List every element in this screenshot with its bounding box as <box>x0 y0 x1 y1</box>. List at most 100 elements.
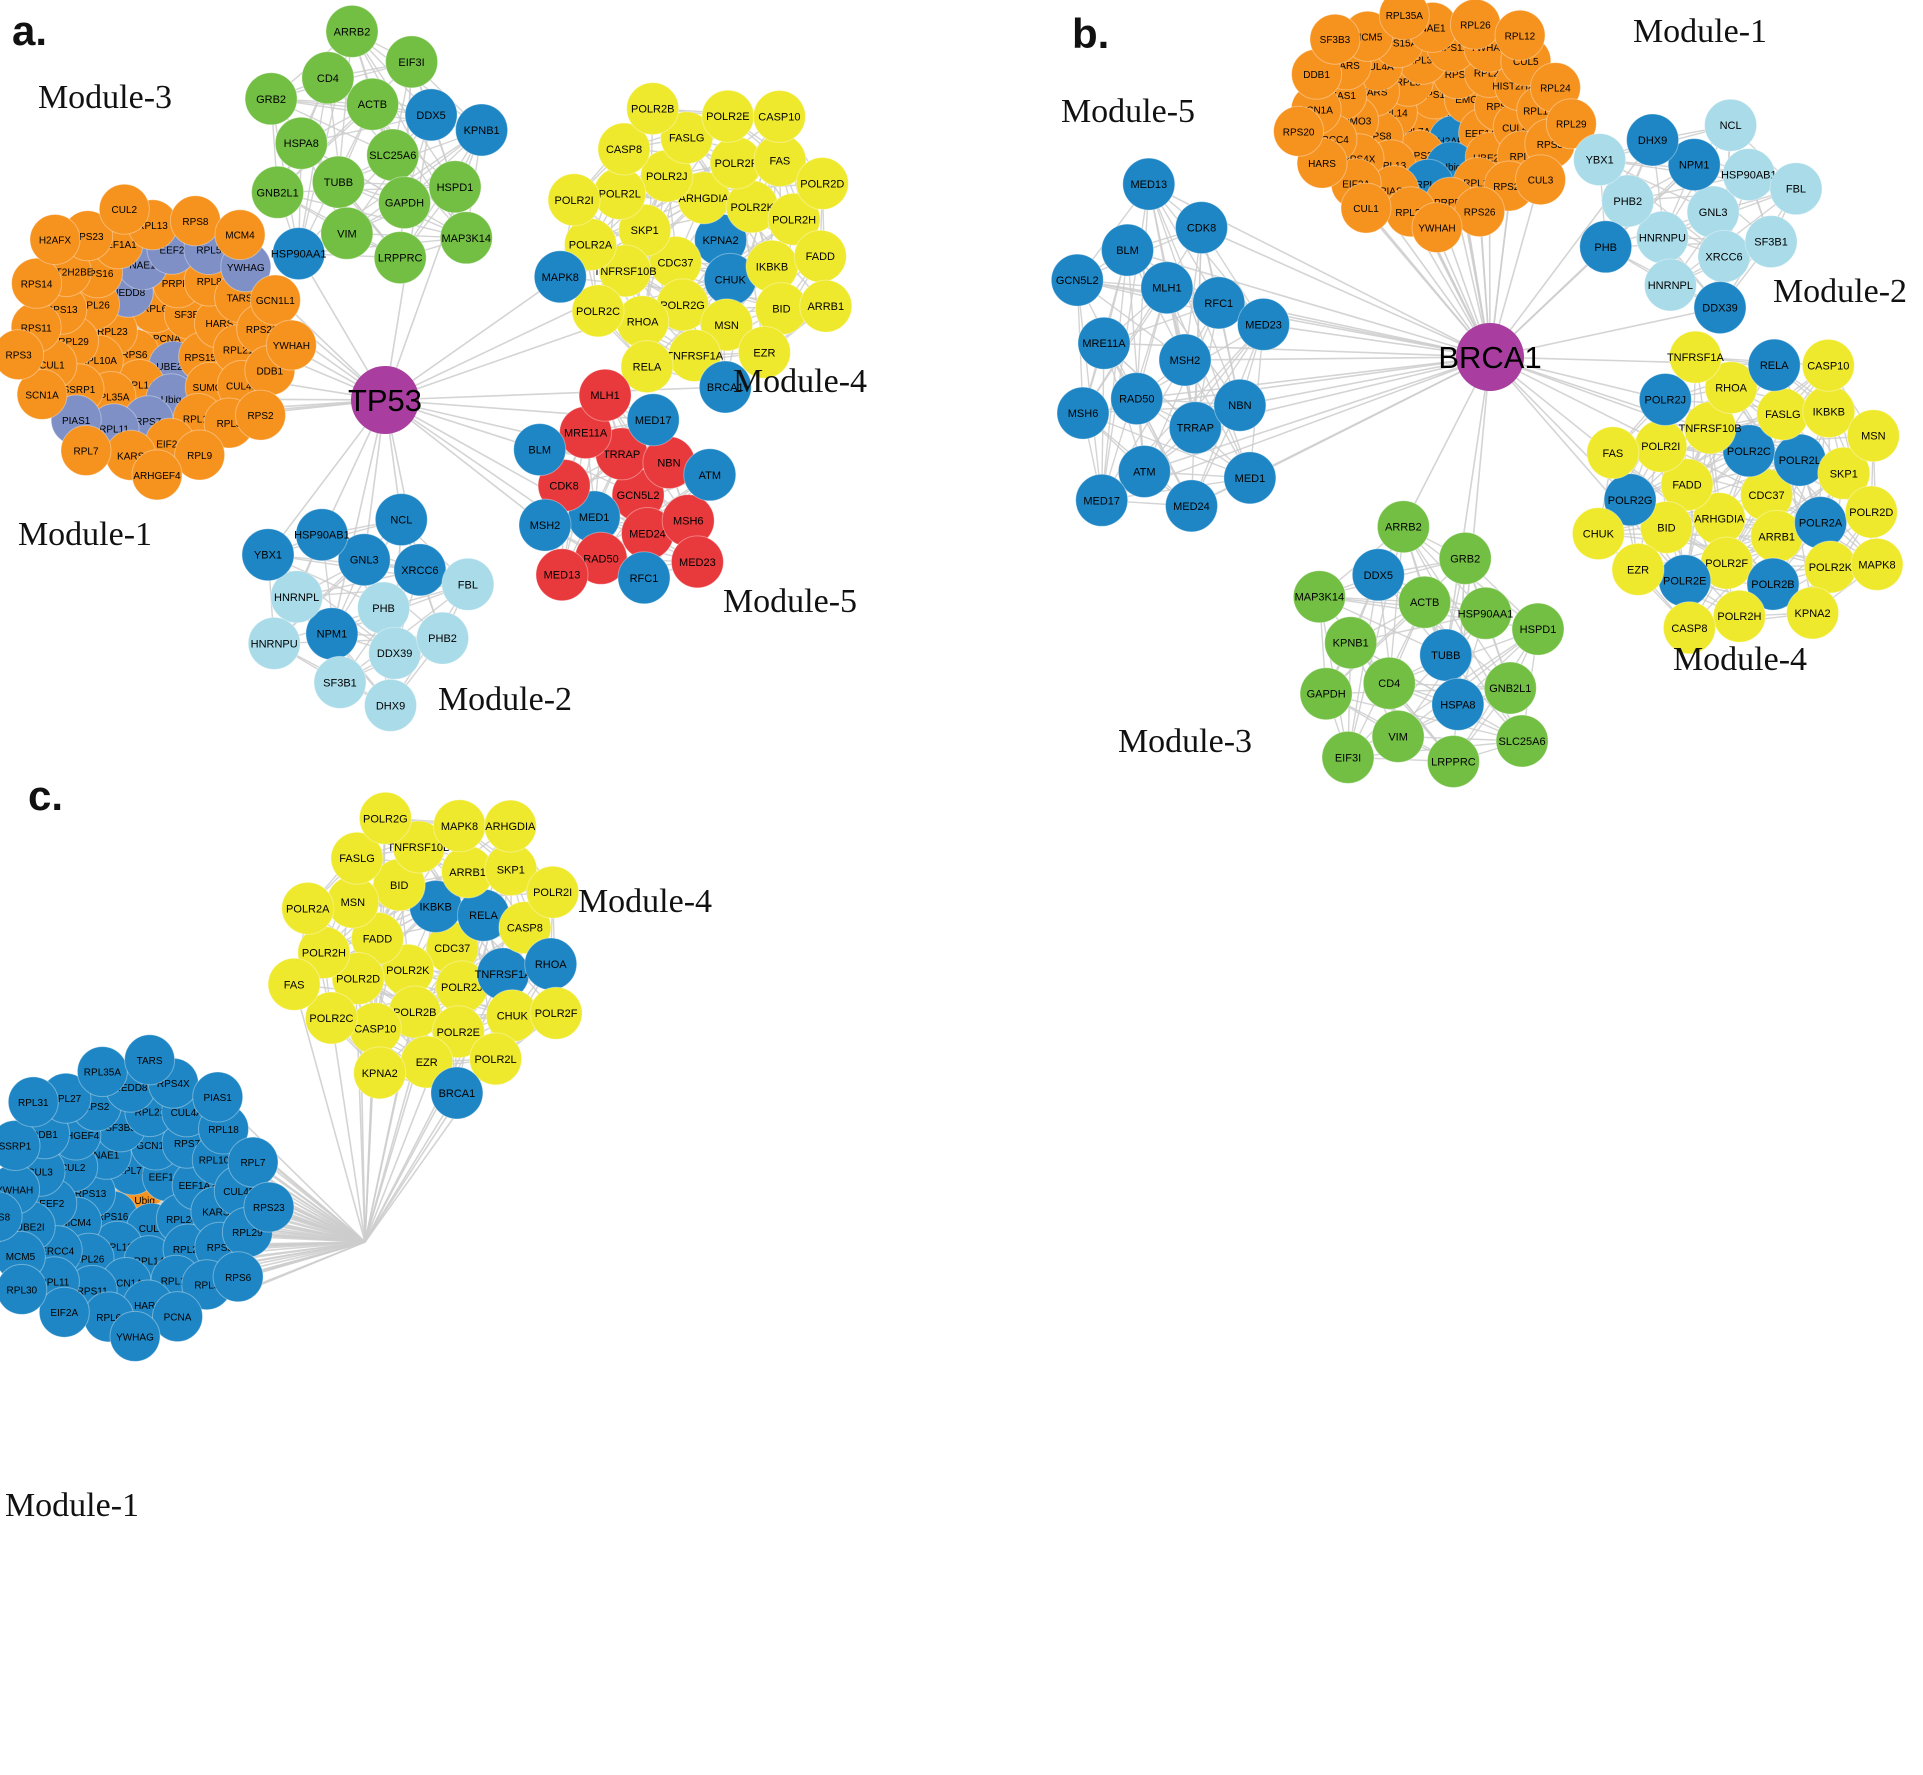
node-CUL2[interactable] <box>98 183 150 235</box>
node-CD4[interactable] <box>301 51 355 105</box>
node-POLR2I[interactable] <box>526 865 580 919</box>
node-VIM[interactable] <box>1371 709 1425 763</box>
node-RPS6[interactable] <box>212 1251 264 1303</box>
node-GNB2L1[interactable] <box>251 165 305 219</box>
node-VIM[interactable] <box>320 206 374 260</box>
node-POLR2L[interactable] <box>469 1032 523 1086</box>
node-LRPPRC[interactable] <box>1426 735 1480 788</box>
node-EZR[interactable] <box>1611 542 1665 596</box>
node-DDX5[interactable] <box>404 88 458 142</box>
node-RELA[interactable] <box>620 340 674 394</box>
node-HSP90AA1[interactable] <box>1459 586 1512 640</box>
node-MAPK8[interactable] <box>433 799 486 853</box>
node-POLR2L[interactable] <box>593 167 647 220</box>
node-RPL7[interactable] <box>227 1136 279 1188</box>
node-POLR2C[interactable] <box>571 284 625 338</box>
node-KPNB1[interactable] <box>1324 616 1378 670</box>
node-YWHAH[interactable] <box>1411 202 1463 253</box>
node-MED23[interactable] <box>670 535 724 589</box>
node-ARRB2[interactable] <box>1376 500 1430 554</box>
node-MAP3K14[interactable] <box>1292 570 1346 624</box>
node-EIF3I[interactable] <box>1321 730 1375 784</box>
node-SLC25A6[interactable] <box>1495 714 1549 768</box>
node-POLR2D[interactable] <box>1844 485 1898 539</box>
node-XRCC6[interactable] <box>393 543 447 597</box>
node-PIAS1[interactable] <box>192 1071 244 1123</box>
node-POLR2A[interactable] <box>281 881 335 935</box>
node-KPNA2[interactable] <box>353 1046 407 1100</box>
node-PHB2[interactable] <box>416 611 470 665</box>
node-BLM[interactable] <box>1101 223 1154 277</box>
node-ACTB[interactable] <box>346 77 399 131</box>
node-SF3B3[interactable] <box>1309 13 1361 65</box>
node-MED13[interactable] <box>535 548 589 602</box>
node-GRB2[interactable] <box>244 72 298 126</box>
node-MED1[interactable] <box>1223 451 1277 505</box>
node-NBN[interactable] <box>1213 378 1267 432</box>
node-FAS[interactable] <box>1586 426 1640 480</box>
node-RPL29[interactable] <box>1545 98 1597 150</box>
node-YWHAH[interactable] <box>265 319 317 371</box>
node-CASP10[interactable] <box>1801 338 1855 392</box>
node-FAS[interactable] <box>267 957 321 1011</box>
node-POLR2C[interactable] <box>1722 424 1776 478</box>
node-TNFRSF1A[interactable] <box>1668 330 1722 384</box>
node-MCM4[interactable] <box>214 209 266 261</box>
node-GAPDH[interactable] <box>378 176 431 230</box>
node-ARRB2[interactable] <box>325 4 379 58</box>
node-YBX1[interactable] <box>241 528 295 582</box>
node-ARRB1[interactable] <box>799 279 853 333</box>
node-MLH1[interactable] <box>1140 261 1194 315</box>
node-POLR2F[interactable] <box>529 986 583 1040</box>
node-HSP90AB1[interactable] <box>1722 148 1776 202</box>
node-DDX5[interactable] <box>1351 548 1405 602</box>
node-MRE11A[interactable] <box>1077 316 1131 370</box>
node-POLR2G[interactable] <box>1603 473 1657 527</box>
node-BRCA1[interactable] <box>430 1066 484 1120</box>
node-ARHGEF4[interactable] <box>131 449 183 501</box>
node-MED23[interactable] <box>1237 297 1290 351</box>
node-CDK8[interactable] <box>1175 201 1228 255</box>
node-POLR2J[interactable] <box>1638 373 1692 426</box>
node-POLR2D[interactable] <box>795 157 849 210</box>
hub-node-brca1[interactable] <box>1456 323 1524 391</box>
node-SF3B1[interactable] <box>313 655 367 709</box>
node-KPNA2[interactable] <box>1786 586 1840 640</box>
node-TUBB[interactable] <box>1419 628 1473 682</box>
node-MSN[interactable] <box>1846 409 1900 463</box>
node-POLR2E[interactable] <box>1658 554 1712 608</box>
node-POLR2G[interactable] <box>358 791 412 845</box>
node-SF3B1[interactable] <box>1744 215 1798 269</box>
node-NCL[interactable] <box>1704 98 1758 152</box>
node-RFC1[interactable] <box>1192 276 1246 330</box>
node-SSRP1[interactable] <box>0 1120 41 1171</box>
node-DHX9[interactable] <box>1626 113 1680 167</box>
node-MLH1[interactable] <box>578 368 632 422</box>
node-FBL[interactable] <box>441 557 495 611</box>
node-XRCC6[interactable] <box>1697 229 1751 283</box>
node-RPS20[interactable] <box>1273 105 1325 157</box>
node-SKP1[interactable] <box>1817 446 1871 500</box>
node-RPS8[interactable] <box>0 1191 23 1242</box>
node-DDX39[interactable] <box>368 626 422 680</box>
node-MAPK8[interactable] <box>533 250 587 304</box>
node-POLR2H[interactable] <box>1712 589 1766 643</box>
node-PHB[interactable] <box>1579 220 1633 274</box>
node-CASP8[interactable] <box>498 901 552 955</box>
node-PCNA[interactable] <box>152 1291 203 1343</box>
node-RPS3[interactable] <box>0 329 45 381</box>
node-CHUK[interactable] <box>1571 507 1625 561</box>
hub-node-tp53[interactable] <box>351 366 419 434</box>
node-SLC25A6[interactable] <box>366 128 420 182</box>
node-CASP10[interactable] <box>752 90 806 143</box>
node-HNRNPU[interactable] <box>247 616 301 670</box>
node-RPS23[interactable] <box>243 1181 295 1233</box>
node-EIF3I[interactable] <box>385 35 439 89</box>
node-TRRAP[interactable] <box>1168 401 1222 455</box>
node-POLR2I[interactable] <box>1634 419 1688 473</box>
node-HNRNPL[interactable] <box>1643 258 1697 312</box>
node-NPM1[interactable] <box>1667 138 1721 192</box>
node-TUBB[interactable] <box>311 155 365 209</box>
node-MSH2[interactable] <box>1158 333 1212 387</box>
node-MED17[interactable] <box>626 393 680 447</box>
